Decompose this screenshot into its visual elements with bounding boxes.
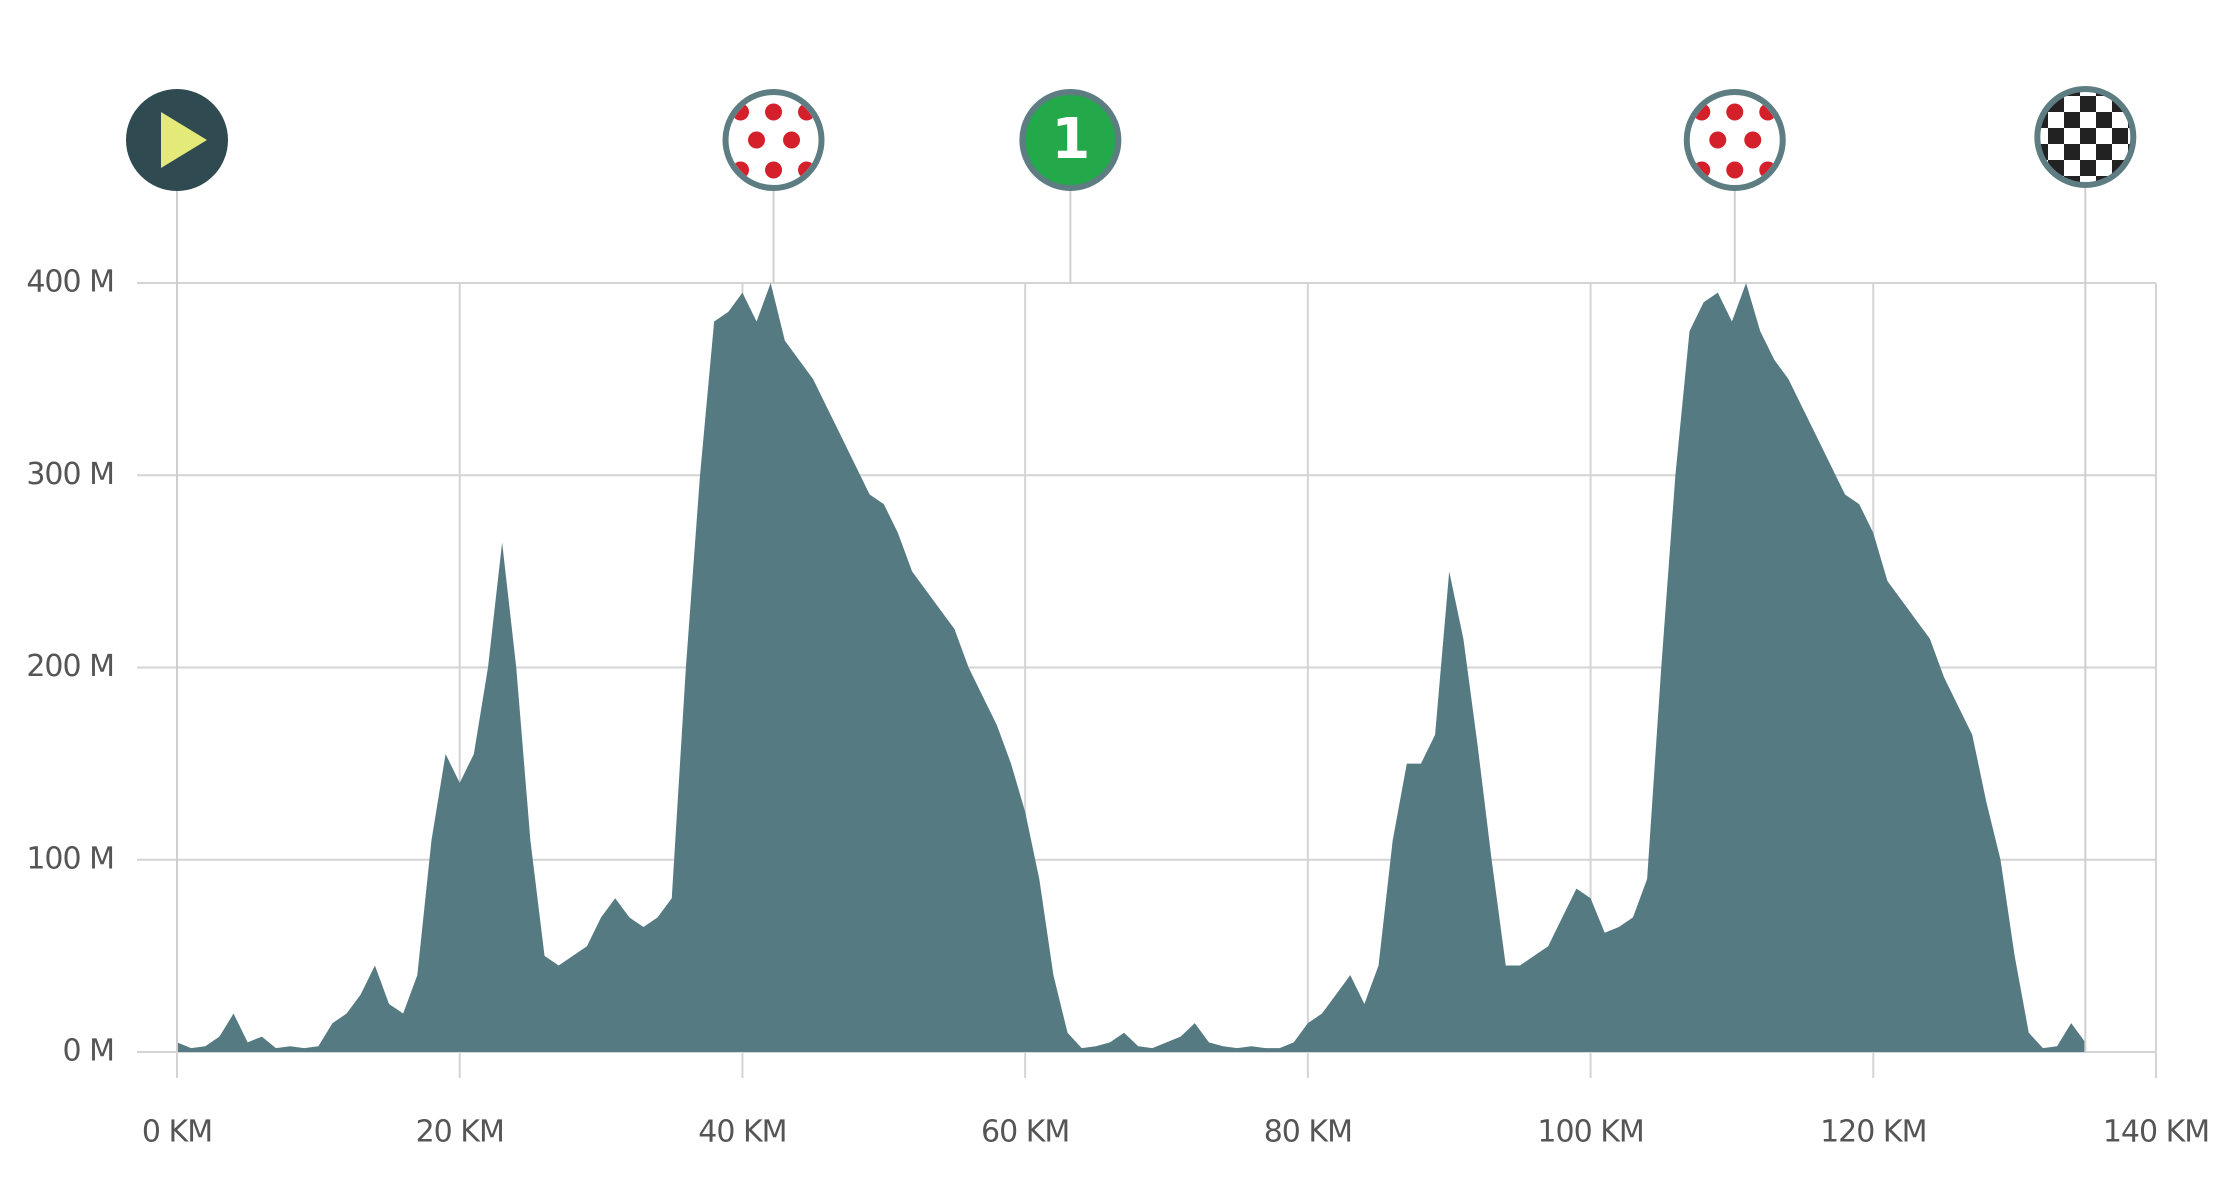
x-tick-label: 60 KM	[981, 1115, 1069, 1150]
kom-dot	[1726, 161, 1744, 179]
kom-dot	[1709, 131, 1727, 149]
kom-dot	[1744, 131, 1762, 149]
sprint-label: 1	[1051, 107, 1089, 172]
kom-dot	[1726, 103, 1744, 121]
kom-icon	[722, 89, 825, 191]
x-tick-label: 140 KM	[2103, 1115, 2209, 1150]
marker-kom	[722, 89, 825, 283]
marker-start	[126, 89, 228, 1052]
kom-dot	[765, 103, 783, 121]
sprint-icon	[1019, 89, 1122, 191]
x-tick-label: 80 KM	[1264, 1115, 1352, 1150]
marker-kom	[1683, 89, 1786, 283]
kom-icon	[1683, 89, 1786, 191]
x-tick-label: 120 KM	[1820, 1115, 1926, 1150]
y-tick-label: 200 M	[26, 649, 114, 684]
kom-dot	[765, 161, 783, 179]
y-tick-label: 300 M	[26, 457, 114, 492]
marker-sprint: 1	[1019, 89, 1122, 283]
y-tick-label: 400 M	[26, 265, 114, 300]
start-arrow	[161, 112, 207, 168]
finish-icon	[2034, 86, 2137, 188]
x-tick-label: 100 KM	[1537, 1115, 1643, 1150]
x-tick-label: 0 KM	[142, 1115, 212, 1150]
elevation-area	[177, 283, 2086, 1052]
marker-finish	[2034, 86, 2137, 1052]
x-tick-label: 40 KM	[698, 1115, 786, 1150]
y-tick-label: 0 M	[62, 1034, 114, 1069]
y-tick-label: 100 M	[26, 841, 114, 876]
kom-dot	[748, 131, 766, 149]
kom-dot	[783, 131, 801, 149]
x-tick-label: 20 KM	[416, 1115, 504, 1150]
